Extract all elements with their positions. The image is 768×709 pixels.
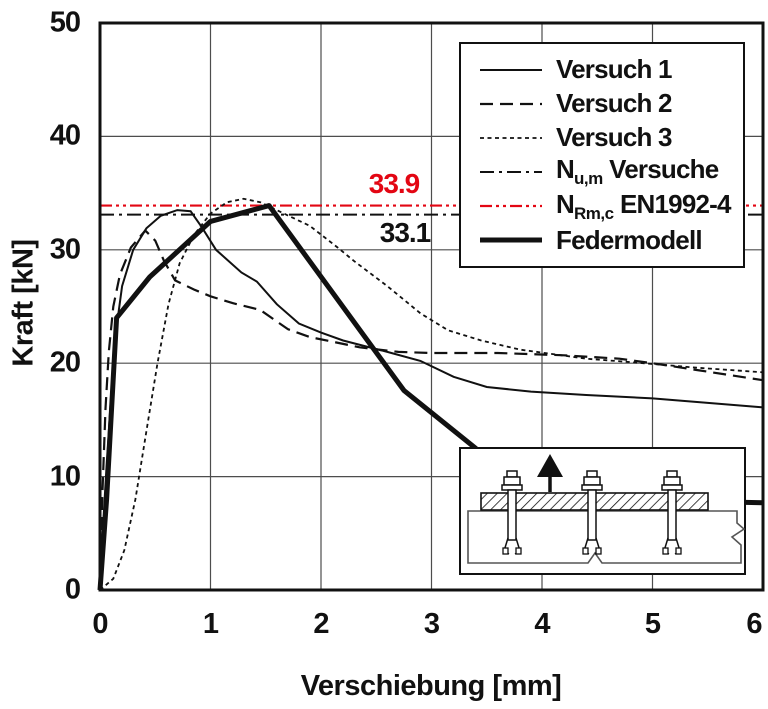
- y-tick-label: 20: [49, 346, 81, 379]
- legend-line-sample-v2: [480, 102, 542, 105]
- legend-item-v2: Versuch 2: [479, 88, 737, 119]
- series-v1: [99, 209, 764, 591]
- x-axis-title: Verschiebung [mm]: [300, 670, 562, 702]
- upward-load-arrow-icon: [537, 454, 563, 492]
- legend-label-nrmc: NRm,c EN1992-4: [556, 188, 731, 223]
- annotation-nrmc-value: 33.9: [368, 168, 420, 199]
- x-tick-label: 5: [644, 608, 661, 640]
- x-tick-label: 4: [534, 608, 550, 640]
- y-axis-title: Kraft [kN]: [7, 239, 40, 367]
- legend-item-v1: Versuch 1: [479, 54, 737, 85]
- y-tick-label: 50: [49, 6, 81, 39]
- y-tick-label: 40: [49, 119, 81, 152]
- legend-item-num: Nu,m Versuche: [479, 154, 737, 189]
- x-tick-label: 0: [92, 608, 108, 640]
- legend-label-v1: Versuch 1: [556, 54, 672, 84]
- legend-label-v2: Versuch 2: [556, 88, 672, 119]
- x-tick-label: 3: [423, 608, 440, 640]
- legend-line-sample-num: [480, 171, 542, 174]
- x-tick-label: 6: [746, 608, 762, 640]
- legend-item-v3: Versuch 3: [479, 122, 737, 153]
- legend-item-feder: Federmodell: [479, 225, 737, 256]
- y-tick-label: 0: [64, 573, 81, 606]
- x-tick-label: 2: [313, 608, 329, 640]
- legend-line-sample-feder: [480, 237, 542, 243]
- y-tick-label: 10: [49, 460, 81, 493]
- pullout-test-inset: [459, 447, 746, 575]
- legend-line-sample-v3: [480, 136, 542, 139]
- plot-border: [98, 21, 765, 592]
- legend-item-nrmc: NRm,c EN1992-4: [479, 188, 737, 223]
- series-v2: [98, 228, 764, 591]
- legend: Versuch 1 Versuch 2 Versuch 3 Nu,m Versuche…: [459, 42, 745, 268]
- annotation-num-value: 33.1: [379, 217, 431, 248]
- legend-line-sample-nrmc: [480, 205, 542, 208]
- legend-label-num: Nu,m Versuche: [556, 154, 719, 189]
- x-tick-label: 1: [202, 608, 219, 640]
- legend-label-feder: Federmodell: [556, 224, 703, 255]
- legend-label-v3: Versuch 3: [556, 122, 672, 153]
- y-tick-label: 30: [49, 233, 81, 266]
- legend-line-sample-v1: [480, 68, 542, 71]
